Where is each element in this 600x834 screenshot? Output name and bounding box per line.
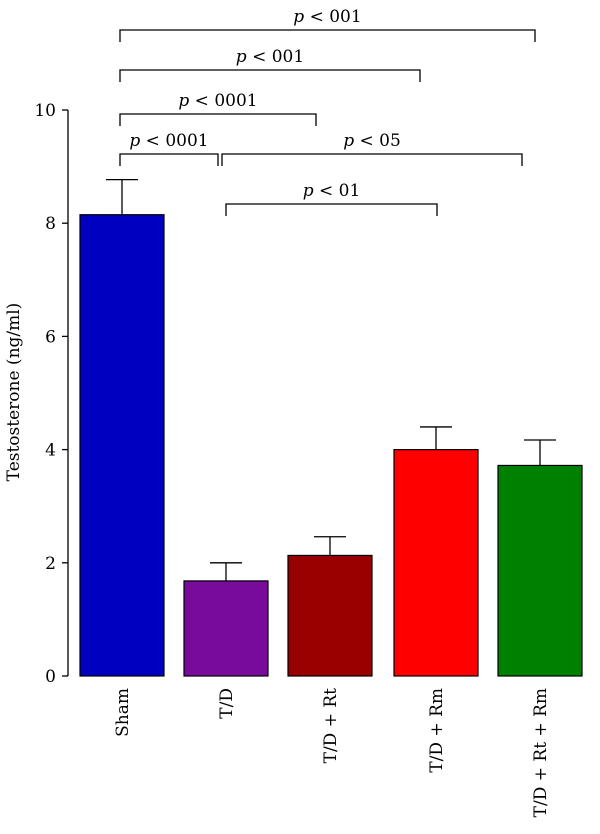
significance-bracket: [225, 203, 438, 216]
category-label: T/D + Rt: [321, 688, 341, 764]
significance-label: p < 0001: [129, 131, 208, 151]
significance-brackets: p < 001 p < 001 p < 0001 p < 0001 p < 05 p < …: [119, 7, 536, 216]
y-tick-label: 6: [45, 327, 56, 347]
bar: [79, 214, 165, 677]
bar: [183, 580, 269, 677]
category-label: T/D: [217, 688, 237, 719]
category-label: T/D + Rt + Rm: [531, 688, 551, 817]
bar: [287, 554, 373, 677]
y-tick-label: 0: [45, 667, 56, 687]
significance-label: p < 001: [236, 47, 304, 67]
category-labels: Sham T/D T/D + Rt T/D + Rm T/D + Rt + Rm: [113, 688, 551, 818]
y-tick-label: 8: [45, 214, 56, 234]
y-tick-label: 10: [34, 101, 56, 121]
significance-label: p < 0001: [178, 91, 257, 111]
y-axis: 0 2 4 6 8 10: [34, 101, 69, 687]
bar: [497, 464, 583, 677]
bars: [79, 178, 583, 677]
significance-label: p < 05: [343, 131, 401, 151]
significance-bracket: [119, 113, 317, 126]
significance-label: p < 01: [303, 181, 361, 201]
significance-bracket: [119, 69, 421, 82]
y-axis-label: Testosterone (ng/ml): [4, 303, 24, 482]
bar: [393, 449, 479, 677]
significance-bracket: [119, 29, 536, 42]
y-tick-label: 4: [45, 441, 56, 461]
significance-label: p < 001: [293, 7, 361, 27]
category-label: T/D + Rm: [427, 688, 447, 773]
category-label: Sham: [113, 688, 133, 737]
significance-bracket: [221, 153, 523, 166]
significance-bracket: [119, 153, 219, 166]
y-tick-label: 2: [45, 554, 56, 574]
